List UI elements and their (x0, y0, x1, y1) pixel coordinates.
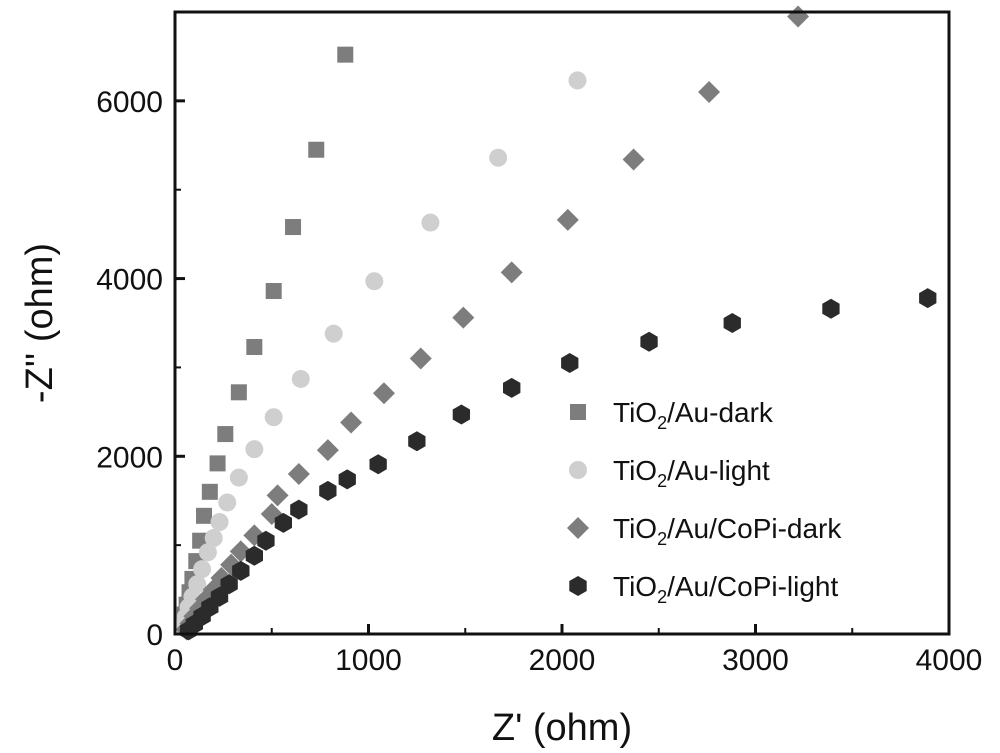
data-point-series-4 (319, 480, 337, 501)
data-point-series-3 (556, 208, 579, 231)
data-point-series-3 (409, 347, 432, 370)
data-point-series-4 (561, 353, 579, 373)
data-point-series-2 (264, 408, 283, 427)
x-axis-title: Z' (ohm) (492, 707, 632, 749)
data-point-series-2 (291, 369, 310, 388)
y-tick-label: 4000 (96, 264, 163, 297)
data-point-series-1 (308, 141, 325, 158)
data-point-series-2 (365, 272, 384, 291)
data-point-series-4 (257, 530, 275, 551)
legend-label-2: TiO2/Au-light (613, 455, 770, 491)
data-point-series-1 (209, 455, 226, 472)
y-tick-label: 2000 (96, 441, 163, 474)
data-point-series-4 (503, 377, 521, 398)
data-point-series-4 (245, 545, 263, 566)
data-markers (173, 5, 937, 641)
data-point-series-2 (229, 468, 248, 487)
data-point-series-3 (787, 5, 810, 28)
axis-ticks: 0 1000 2000 3000 4000 0 2000 4000 6000 (96, 86, 982, 677)
legend-marker-1 (570, 404, 586, 420)
data-point-series-3 (287, 463, 310, 486)
data-point-series-3 (622, 148, 645, 171)
x-tick-label: 1000 (335, 644, 402, 677)
data-point-series-4 (919, 288, 937, 309)
data-point-series-1 (337, 46, 354, 63)
data-point-series-1 (285, 219, 302, 236)
data-point-series-3 (316, 439, 339, 462)
data-point-series-1 (201, 483, 218, 500)
data-point-series-2 (188, 575, 207, 594)
data-point-series-2 (421, 213, 440, 232)
data-point-series-4 (640, 331, 658, 352)
data-point-series-3 (500, 261, 523, 284)
data-point-series-2 (489, 148, 508, 167)
data-point-series-1 (230, 384, 247, 401)
data-point-series-2 (210, 513, 229, 532)
data-point-series-1 (196, 507, 213, 524)
data-point-series-2 (193, 560, 212, 579)
y-tick-label: 6000 (96, 86, 163, 119)
data-point-series-1 (246, 338, 263, 355)
data-point-series-2 (324, 324, 343, 343)
legend-marker-4 (569, 576, 587, 596)
legend-marker-2 (569, 461, 587, 479)
legend-marker-3 (567, 517, 589, 539)
data-point-series-3 (452, 306, 475, 329)
data-point-series-4 (338, 469, 356, 490)
y-tick-label: 0 (146, 619, 163, 652)
x-tick-label: 0 (167, 644, 184, 677)
data-point-series-4 (452, 404, 470, 425)
data-point-series-4 (220, 574, 238, 595)
data-point-series-4 (210, 586, 229, 607)
data-point-series-2 (218, 493, 237, 512)
data-point-series-3 (698, 80, 721, 103)
legend-label-1: TiO2/Au-dark (613, 397, 774, 433)
data-point-series-3 (266, 484, 289, 507)
legend: TiO2/Au-dark TiO2/Au-light TiO2/Au/CoPi-da… (567, 397, 842, 607)
data-point-series-1 (217, 426, 234, 443)
y-axis-title: -Z'' (ohm) (19, 243, 61, 403)
data-point-series-2 (198, 543, 217, 562)
data-point-series-4 (408, 431, 426, 452)
data-point-series-3 (340, 411, 363, 434)
data-point-series-3 (372, 382, 395, 405)
legend-label-3: TiO2/Au/CoPi-dark (613, 513, 842, 549)
data-point-series-2 (204, 529, 223, 548)
data-point-series-2 (245, 440, 264, 459)
data-point-series-1 (265, 283, 282, 300)
data-point-series-4 (274, 512, 292, 533)
data-point-series-2 (568, 71, 587, 90)
x-tick-label: 2000 (529, 644, 596, 677)
x-tick-label: 3000 (722, 644, 789, 677)
data-point-series-4 (369, 454, 387, 475)
x-tick-label: 4000 (916, 644, 983, 677)
data-point-series-4 (232, 560, 250, 581)
data-point-series-4 (822, 298, 840, 319)
data-point-series-4 (290, 499, 308, 520)
data-point-series-4 (723, 313, 741, 333)
legend-label-4: TiO2/Au/CoPi-light (613, 571, 839, 607)
